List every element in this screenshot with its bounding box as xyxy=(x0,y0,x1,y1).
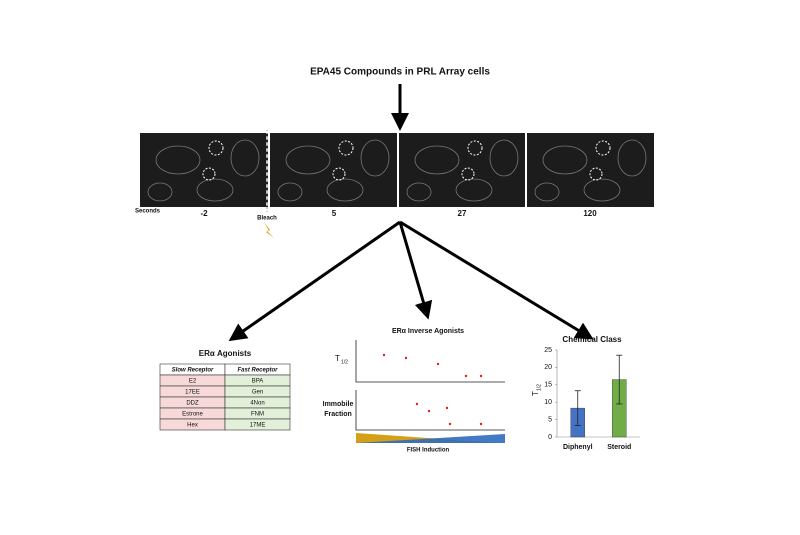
seconds-label: Seconds xyxy=(135,209,161,215)
cell-text: 17EE xyxy=(185,390,200,396)
y-tick-label: 25 xyxy=(544,347,552,354)
frames xyxy=(140,130,654,238)
frame-time: -2 xyxy=(200,209,208,218)
y-label-main: T xyxy=(531,391,540,396)
cell-text: FNM xyxy=(251,412,264,418)
arrow xyxy=(399,220,594,340)
chart-title: Chemical Class xyxy=(562,335,622,344)
cell-text: Estrone xyxy=(182,412,203,418)
inverse-title: ERα Inverse Agonists xyxy=(392,328,464,335)
agonists-table: Slow Receptor Fast Receptor E2 BPA 17EE Gen DD… xyxy=(159,363,291,431)
table-cell xyxy=(224,418,291,431)
frame-time: 27 xyxy=(458,209,467,218)
cell-text: Hex xyxy=(187,423,198,429)
y-tick-label: 0 xyxy=(548,434,552,441)
cell-text: DDZ xyxy=(186,401,199,407)
arrow xyxy=(228,220,401,342)
cell-text: 17ME xyxy=(250,423,266,429)
y-label-sub: 1/2 xyxy=(536,384,542,391)
frame-time: 5 xyxy=(332,209,337,218)
immobile-label: Immobile xyxy=(323,401,354,408)
y-tick-label: 20 xyxy=(544,364,552,371)
cell-text: Gen xyxy=(252,390,263,396)
x-tick-label: Steroid xyxy=(607,444,631,451)
inverse-plots xyxy=(355,340,505,443)
header-text: Slow Receptor xyxy=(172,368,214,374)
x-label: FISH Induction xyxy=(407,448,450,454)
y-tick-label: 5 xyxy=(548,416,552,423)
cell-text: 4Non xyxy=(250,401,264,407)
bleach-label: Bleach xyxy=(257,216,277,222)
header-text: Fast Receptor xyxy=(237,368,278,374)
bolt xyxy=(264,222,274,238)
x-tick-label: Diphenyl xyxy=(563,444,593,451)
y-tick-label: 10 xyxy=(544,399,552,406)
bar-chart: 0 5 10 15 20 25 Diphenyl Steroid xyxy=(544,347,640,451)
agonists-title: ERα Agonists xyxy=(199,349,252,358)
frame-time: 120 xyxy=(583,209,597,218)
cell-text: E2 xyxy=(189,379,197,385)
y-label: T 1/2 xyxy=(531,384,542,396)
cell-text: BPA xyxy=(252,379,264,385)
t-sub: 1/2 xyxy=(341,359,348,365)
y-tick-label: 15 xyxy=(544,382,552,389)
immobile-label: Fraction xyxy=(324,411,352,418)
title: EPA45 Compounds in PRL Array cells xyxy=(310,67,490,78)
t-label: T xyxy=(335,354,340,363)
arrow xyxy=(398,221,433,320)
